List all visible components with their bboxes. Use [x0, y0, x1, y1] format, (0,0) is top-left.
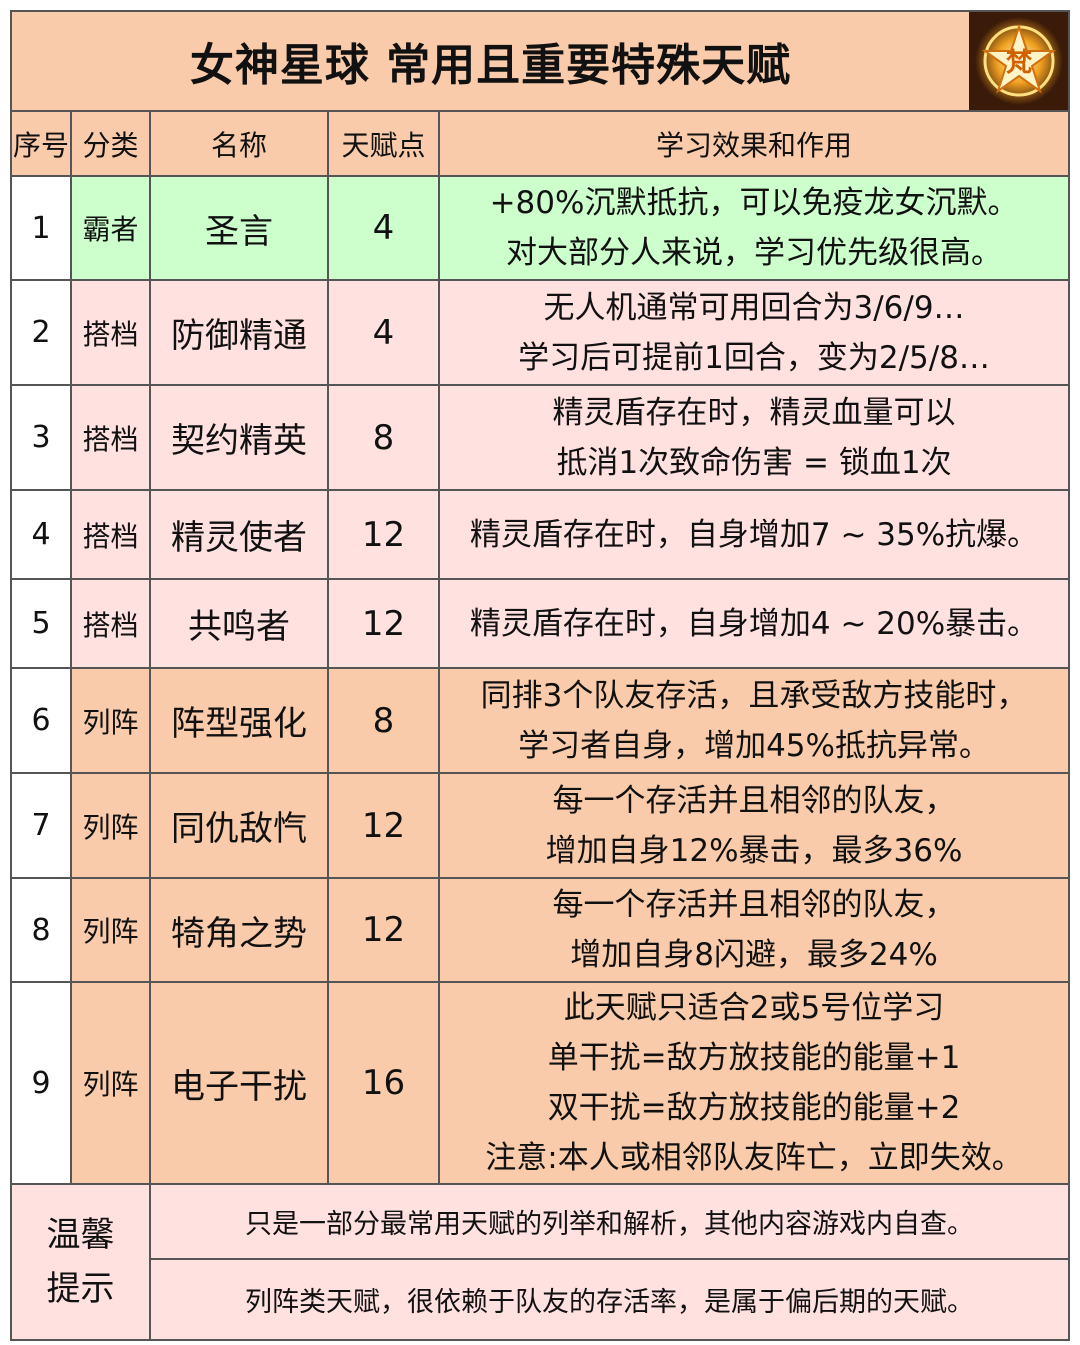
- tip-label-line: 温馨: [46, 1215, 115, 1255]
- tip-label-line: 提示: [46, 1269, 115, 1309]
- row-effect: 此天赋只适合2或5号位学习 单干扰=敌方放技能的能量+1 双干扰=敌方放技能的能量+…: [437, 981, 1071, 1185]
- table-row: 3 搭档 契约精英 8 精灵盾存在时，精灵血量可以 抵消1次致命伤害 = 锁血1次: [10, 384, 1071, 491]
- row-talent-name: 精灵使者: [149, 489, 329, 580]
- effect-line: 对大部分人来说，学习优先级很高。: [506, 235, 1003, 271]
- row-category: 搭档: [70, 384, 151, 491]
- row-category: 搭档: [70, 489, 151, 580]
- row-number: 6: [10, 667, 72, 774]
- effect-line: 精灵盾存在时，精灵血量可以: [552, 394, 956, 431]
- row-talent-points: 12: [327, 877, 440, 983]
- header-category: 分类: [70, 110, 151, 177]
- effect-line: 增加自身12%暴击，最多36%: [545, 832, 963, 869]
- tip-text: 列阵类天赋，很依赖于队友的存活率，是属于偏后期的天赋。: [148, 1258, 1071, 1341]
- header-name: 名称: [149, 110, 329, 177]
- page-title: 女神星球 常用且重要特殊天赋: [9, 10, 970, 112]
- row-number: 8: [10, 877, 72, 983]
- row-category: 列阵: [70, 981, 151, 1185]
- row-talent-name: 防御精通: [149, 279, 329, 386]
- effect-line: 此天赋只适合2或5号位学习: [563, 990, 945, 1026]
- row-talent-name: 共鸣者: [149, 578, 329, 669]
- table-row: 4 搭档 精灵使者 12 精灵盾存在时，自身增加7 ~ 35%抗爆。: [10, 489, 1071, 580]
- header-row: 序号 分类 名称 天赋点 学习效果和作用: [10, 110, 1071, 177]
- row-talent-points: 16: [327, 981, 440, 1185]
- effect-line: 双干扰=敌方放技能的能量+2: [547, 1090, 961, 1126]
- row-number: 2: [10, 279, 72, 386]
- effect-line: 学习后可提前1回合，变为2/5/8…: [518, 339, 990, 376]
- row-category: 列阵: [70, 772, 151, 879]
- row-effect: +80%沉默抵抗，可以免疫龙女沉默。 对大部分人来说，学习优先级很高。: [437, 175, 1071, 281]
- table-row: 9 列阵 电子干扰 16 此天赋只适合2或5号位学习 单干扰=敌方放技能的能量+1 双干扰=…: [10, 981, 1071, 1185]
- row-talent-name: 犄角之势: [149, 877, 329, 983]
- row-category: 搭档: [70, 578, 151, 669]
- effect-line: 每一个存活并且相邻的队友，: [552, 782, 956, 819]
- table-row: 1 霸者 圣言 4 +80%沉默抵抗，可以免疫龙女沉默。 对大部分人来说，学习优先级很高。: [10, 175, 1071, 281]
- row-effect: 精灵盾存在时，自身增加4 ~ 20%暴击。: [437, 578, 1071, 669]
- row-number: 5: [10, 578, 72, 669]
- row-talent-points: 12: [327, 578, 440, 669]
- effect-line: 无人机通常可用回合为3/6/9…: [543, 289, 965, 326]
- row-number: 4: [10, 489, 72, 580]
- header-points: 天赋点: [327, 110, 440, 177]
- effect-line: 同排3个队友存活，且承受敌方技能时，: [480, 677, 1028, 714]
- row-category: 列阵: [70, 877, 151, 983]
- star-emblem-icon: 梵: [970, 13, 1067, 109]
- row-talent-points: 12: [327, 772, 440, 879]
- effect-line: 每一个存活并且相邻的队友，: [552, 887, 956, 923]
- row-number: 9: [10, 981, 72, 1185]
- header-num: 序号: [10, 110, 72, 177]
- row-effect: 精灵盾存在时，自身增加7 ~ 35%抗爆。: [437, 489, 1071, 580]
- row-number: 3: [10, 384, 72, 491]
- effect-line: 学习者自身，增加45%抵抗异常。: [518, 727, 990, 764]
- effect-line: 精灵盾存在时，自身增加7 ~ 35%抗爆。: [469, 516, 1039, 553]
- row-talent-points: 8: [327, 384, 440, 491]
- row-talent-name: 圣言: [149, 175, 329, 281]
- row-talent-points: 8: [327, 667, 440, 774]
- row-effect: 无人机通常可用回合为3/6/9… 学习后可提前1回合，变为2/5/8…: [437, 279, 1071, 386]
- table-row: 8 列阵 犄角之势 12 每一个存活并且相邻的队友， 增加自身8闪避，最多24%: [10, 877, 1071, 983]
- row-number: 1: [10, 175, 72, 281]
- row-number: 7: [10, 772, 72, 879]
- effect-line: 注意:本人或相邻队友阵亡，立即失效。: [485, 1140, 1023, 1176]
- row-talent-points: 4: [327, 175, 440, 281]
- effect-line: 精灵盾存在时，自身增加4 ~ 20%暴击。: [469, 605, 1039, 642]
- row-talent-name: 电子干扰: [149, 981, 329, 1185]
- row-effect: 精灵盾存在时，精灵血量可以 抵消1次致命伤害 = 锁血1次: [437, 384, 1071, 491]
- table-row: 2 搭档 防御精通 4 无人机通常可用回合为3/6/9… 学习后可提前1回合，变为2/5/…: [10, 279, 1071, 386]
- row-talent-name: 同仇敌忾: [149, 772, 329, 879]
- row-talent-points: 4: [327, 279, 440, 386]
- row-category: 搭档: [70, 279, 151, 386]
- header-effect: 学习效果和作用: [437, 110, 1071, 177]
- effect-line: 单干扰=敌方放技能的能量+1: [547, 1040, 961, 1076]
- row-talent-name: 阵型强化: [149, 667, 329, 774]
- row-talent-points: 12: [327, 489, 440, 580]
- table-row: 6 列阵 阵型强化 8 同排3个队友存活，且承受敌方技能时， 学习者自身，增加45%抵抗异…: [10, 667, 1071, 774]
- row-effect: 每一个存活并且相邻的队友， 增加自身12%暴击，最多36%: [437, 772, 1071, 879]
- logo-glyph: 梵: [1006, 48, 1033, 78]
- row-category: 霸者: [70, 175, 151, 281]
- tip-row: 列阵类天赋，很依赖于队友的存活率，是属于偏后期的天赋。: [11, 1258, 1071, 1341]
- table-row: 7 列阵 同仇敌忾 12 每一个存活并且相邻的队友， 增加自身12%暴击，最多36%: [10, 772, 1071, 879]
- tip-row: 温馨提示 只是一部分最常用天赋的列举和解析，其他内容游戏内自查。: [10, 1183, 1071, 1341]
- row-talent-name: 契约精英: [149, 384, 329, 491]
- row-effect: 每一个存活并且相邻的队友， 增加自身8闪避，最多24%: [437, 877, 1071, 983]
- row-effect: 同排3个队友存活，且承受敌方技能时， 学习者自身，增加45%抵抗异常。: [437, 667, 1071, 774]
- effect-line: 增加自身8闪避，最多24%: [570, 937, 938, 973]
- row-category: 列阵: [70, 667, 151, 774]
- effect-line: 抵消1次致命伤害 = 锁血1次: [556, 444, 952, 481]
- table-row: 5 搭档 共鸣者 12 精灵盾存在时，自身增加4 ~ 20%暴击。: [10, 578, 1071, 669]
- tip-label: 温馨 提示: [10, 1183, 151, 1341]
- effect-line: +80%沉默抵抗，可以免疫龙女沉默。: [489, 185, 1019, 221]
- tip-text: 只是一部分最常用天赋的列举和解析，其他内容游戏内自查。: [148, 1183, 1071, 1260]
- game-logo: 梵: [969, 10, 1071, 112]
